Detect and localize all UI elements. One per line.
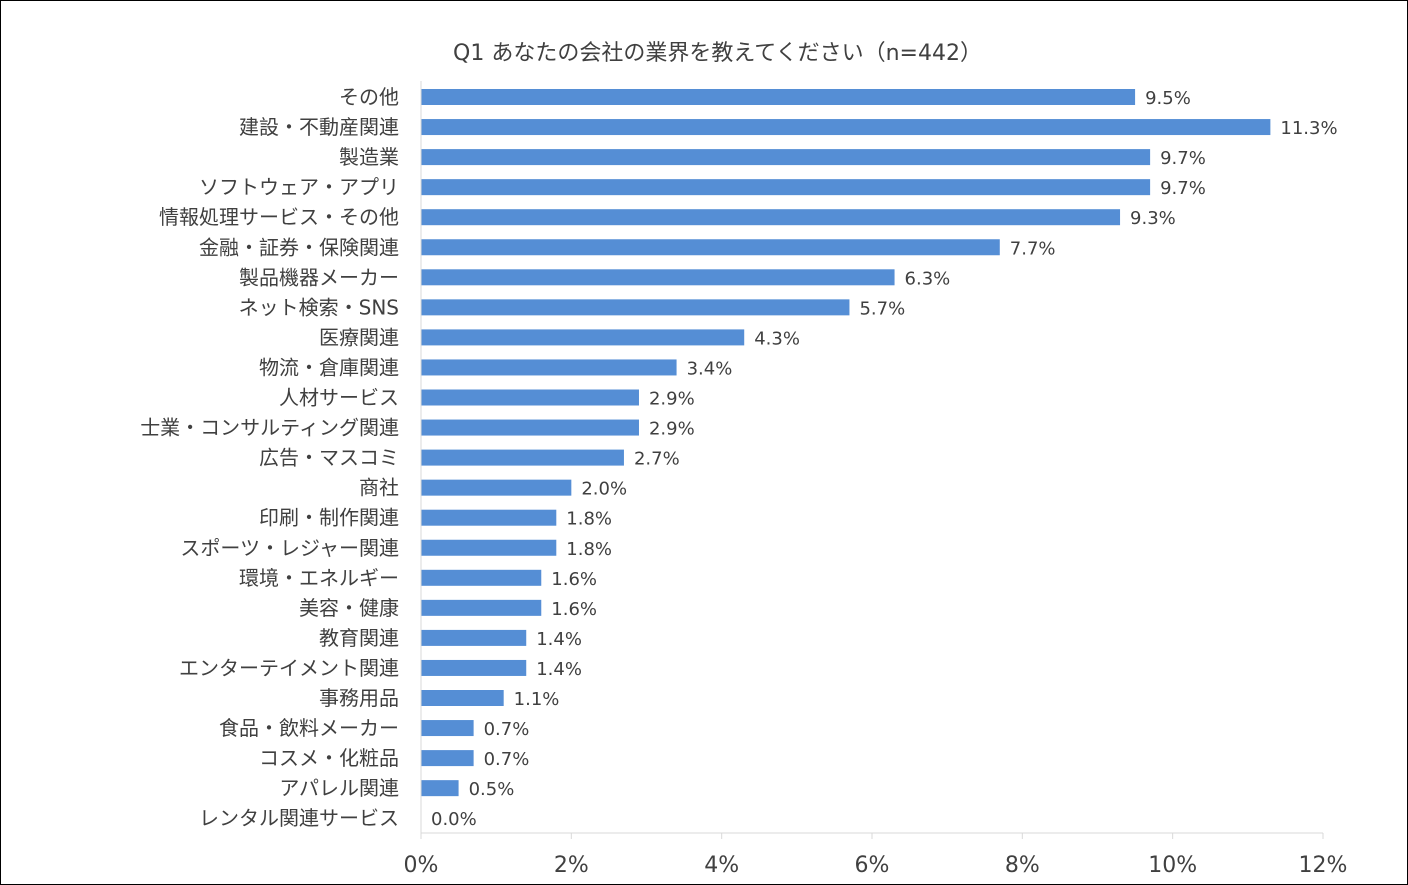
data-label: 1.4% <box>536 659 582 680</box>
x-tick-label: 6% <box>855 853 890 878</box>
category-label: 金融・証券・保険関連 <box>199 235 399 259</box>
data-label: 6.3% <box>905 268 951 289</box>
category-label: 美容・健康 <box>299 596 399 620</box>
bar <box>421 299 850 316</box>
bar <box>421 119 1271 136</box>
data-label: 0.7% <box>484 749 530 770</box>
data-label: 1.8% <box>566 539 612 560</box>
bar <box>421 509 557 526</box>
bar <box>421 179 1151 196</box>
data-label: 1.1% <box>514 689 560 710</box>
category-label: 物流・倉庫関連 <box>259 355 399 379</box>
category-label: ソフトウェア・アプリ <box>199 175 399 199</box>
category-label: 製品機器メーカー <box>239 265 399 289</box>
data-label: 1.6% <box>551 599 597 620</box>
data-label: 9.7% <box>1160 148 1206 169</box>
category-label: 事務用品 <box>319 686 399 710</box>
data-label: 9.5% <box>1145 88 1191 109</box>
category-label: ネット検索・SNS <box>239 295 399 319</box>
bar <box>421 239 1000 256</box>
category-label: レンタル関連サービス <box>199 806 399 830</box>
data-label: 5.7% <box>859 298 905 319</box>
bar <box>421 479 572 496</box>
chart-title: Q1 あなたの会社の業界を教えてください（n=442） <box>453 41 982 66</box>
bar <box>421 89 1136 105</box>
data-label: 2.7% <box>634 449 680 470</box>
bar <box>421 780 459 797</box>
data-label: 4.3% <box>754 328 800 349</box>
data-label: 0.7% <box>484 719 530 740</box>
category-label: アパレル関連 <box>279 776 399 800</box>
bar <box>421 690 504 706</box>
category-label: 人材サービス <box>279 386 399 410</box>
bar <box>421 599 542 616</box>
category-label: 商社 <box>359 476 399 500</box>
category-label: エンターテイメント関連 <box>179 656 399 680</box>
data-label: 9.3% <box>1130 208 1176 229</box>
bar <box>421 569 542 586</box>
category-label: コスメ・化粧品 <box>259 746 399 770</box>
data-label: 0.5% <box>469 779 515 800</box>
bar <box>421 750 474 767</box>
x-tick-label: 4% <box>704 853 739 878</box>
category-label: 医療関連 <box>319 325 399 349</box>
category-label: 環境・エネルギー <box>239 566 399 590</box>
category-label: 建設・不動産関連 <box>239 115 399 139</box>
data-label: 3.4% <box>687 358 733 379</box>
bar <box>421 269 895 286</box>
data-label: 2.0% <box>581 479 627 500</box>
x-tick-label: 2% <box>554 853 589 878</box>
x-tick-label: 0% <box>404 853 439 878</box>
category-label: 教育関連 <box>319 626 399 650</box>
bar <box>421 539 557 556</box>
category-label: 印刷・制作関連 <box>259 506 399 530</box>
data-label: 11.3% <box>1280 118 1337 139</box>
bar <box>421 629 527 646</box>
category-label: その他 <box>339 85 399 109</box>
bar <box>421 389 639 406</box>
category-label: 食品・飲料メーカー <box>219 716 399 740</box>
bar <box>421 720 474 737</box>
category-label: 広告・マスコミ <box>259 446 399 470</box>
category-label: スポーツ・レジャー関連 <box>180 536 399 560</box>
bar <box>421 359 677 376</box>
category-label: 製造業 <box>339 145 399 169</box>
bar <box>421 209 1121 226</box>
data-label: 0.0% <box>431 809 477 830</box>
data-label: 2.9% <box>649 389 695 410</box>
data-label: 2.9% <box>649 419 695 440</box>
bar <box>421 419 639 436</box>
data-label: 1.8% <box>566 509 612 530</box>
data-label: 1.4% <box>536 629 582 650</box>
x-tick-label: 8% <box>1005 853 1040 878</box>
data-label: 1.6% <box>551 569 597 590</box>
bar <box>421 329 745 346</box>
category-label: 情報処理サービス・その他 <box>159 205 399 229</box>
x-tick-label: 12% <box>1299 853 1348 878</box>
bar <box>421 149 1151 166</box>
bar <box>421 449 624 466</box>
data-label: 7.7% <box>1010 238 1056 259</box>
data-label: 9.7% <box>1160 178 1206 199</box>
x-tick-label: 10% <box>1148 853 1197 878</box>
bar <box>421 659 527 676</box>
category-label: 士業・コンサルティング関連 <box>140 416 399 440</box>
